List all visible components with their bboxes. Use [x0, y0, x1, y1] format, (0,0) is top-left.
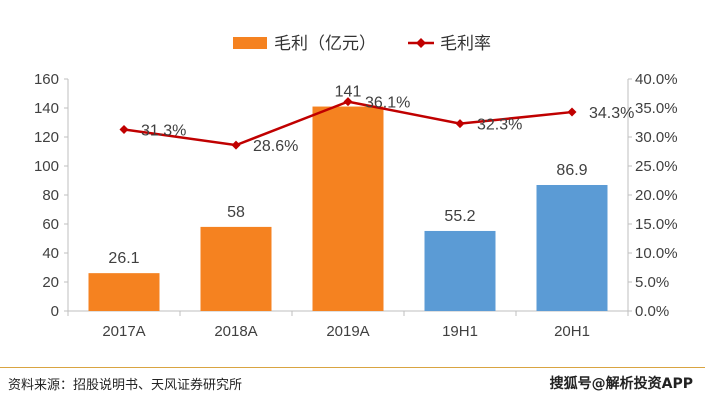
- bar-value-label: 26.1: [108, 250, 139, 267]
- right-tick-label: 5.0%: [635, 274, 669, 291]
- legend-bar-label: 毛利（亿元）: [274, 34, 376, 53]
- source-note: 资料来源：招股说明书、天风证券研究所: [8, 378, 243, 393]
- bar: [536, 184, 608, 311]
- x-category-label: 2019A: [326, 323, 369, 340]
- x-category-label: 20H1: [554, 323, 590, 340]
- bar: [200, 226, 272, 311]
- bar-value-label: 141: [335, 84, 362, 101]
- line-value-label: 36.1%: [365, 95, 410, 112]
- bar: [88, 273, 160, 311]
- legend-bar-swatch: [233, 37, 267, 49]
- line-value-label: 32.3%: [477, 117, 522, 134]
- left-tick-label: 20: [42, 274, 59, 291]
- line-point: [231, 140, 241, 150]
- line-value-label: 28.6%: [253, 138, 298, 155]
- x-category-label: 2018A: [214, 323, 257, 340]
- bar-value-label: 55.2: [444, 208, 475, 225]
- left-tick-label: 120: [34, 129, 59, 146]
- left-tick-label: 40: [42, 245, 59, 262]
- right-tick-label: 30.0%: [635, 129, 678, 146]
- bar-value-label: 86.9: [556, 162, 587, 179]
- line-point: [119, 124, 129, 134]
- left-tick-label: 60: [42, 216, 59, 233]
- line-point: [343, 97, 353, 107]
- left-tick-label: 80: [42, 187, 59, 204]
- right-tick-label: 0.0%: [635, 303, 669, 320]
- right-tick-label: 20.0%: [635, 187, 678, 204]
- chart: 0 20 40 60 80 100 120 140 160 0.0% 5.0% 10.0% 15.0% 2…: [34, 34, 678, 340]
- line-point: [455, 119, 465, 129]
- right-tick-label: 40.0%: [635, 71, 678, 88]
- x-category-label: 19H1: [442, 323, 478, 340]
- x-category-label: 2017A: [102, 323, 145, 340]
- right-tick-label: 10.0%: [635, 245, 678, 262]
- right-tick-label: 35.0%: [635, 100, 678, 117]
- line-value-label: 31.3%: [141, 122, 186, 139]
- line-value-label: 34.3%: [589, 105, 634, 122]
- legend-line-marker: [416, 38, 426, 48]
- watermark: 搜狐号@解析投资APP: [549, 376, 693, 392]
- right-tick-label: 15.0%: [635, 216, 678, 233]
- bar: [312, 106, 384, 311]
- legend-line-label: 毛利率: [440, 34, 491, 53]
- left-tick-label: 140: [34, 100, 59, 117]
- line-point: [567, 107, 577, 117]
- bar-value-label: 58: [227, 204, 245, 221]
- right-tick-label: 25.0%: [635, 158, 678, 175]
- left-tick-label: 160: [34, 71, 59, 88]
- left-tick-label: 0: [51, 303, 59, 320]
- left-tick-label: 100: [34, 158, 59, 175]
- footer-divider: [0, 367, 705, 368]
- bar: [424, 230, 496, 311]
